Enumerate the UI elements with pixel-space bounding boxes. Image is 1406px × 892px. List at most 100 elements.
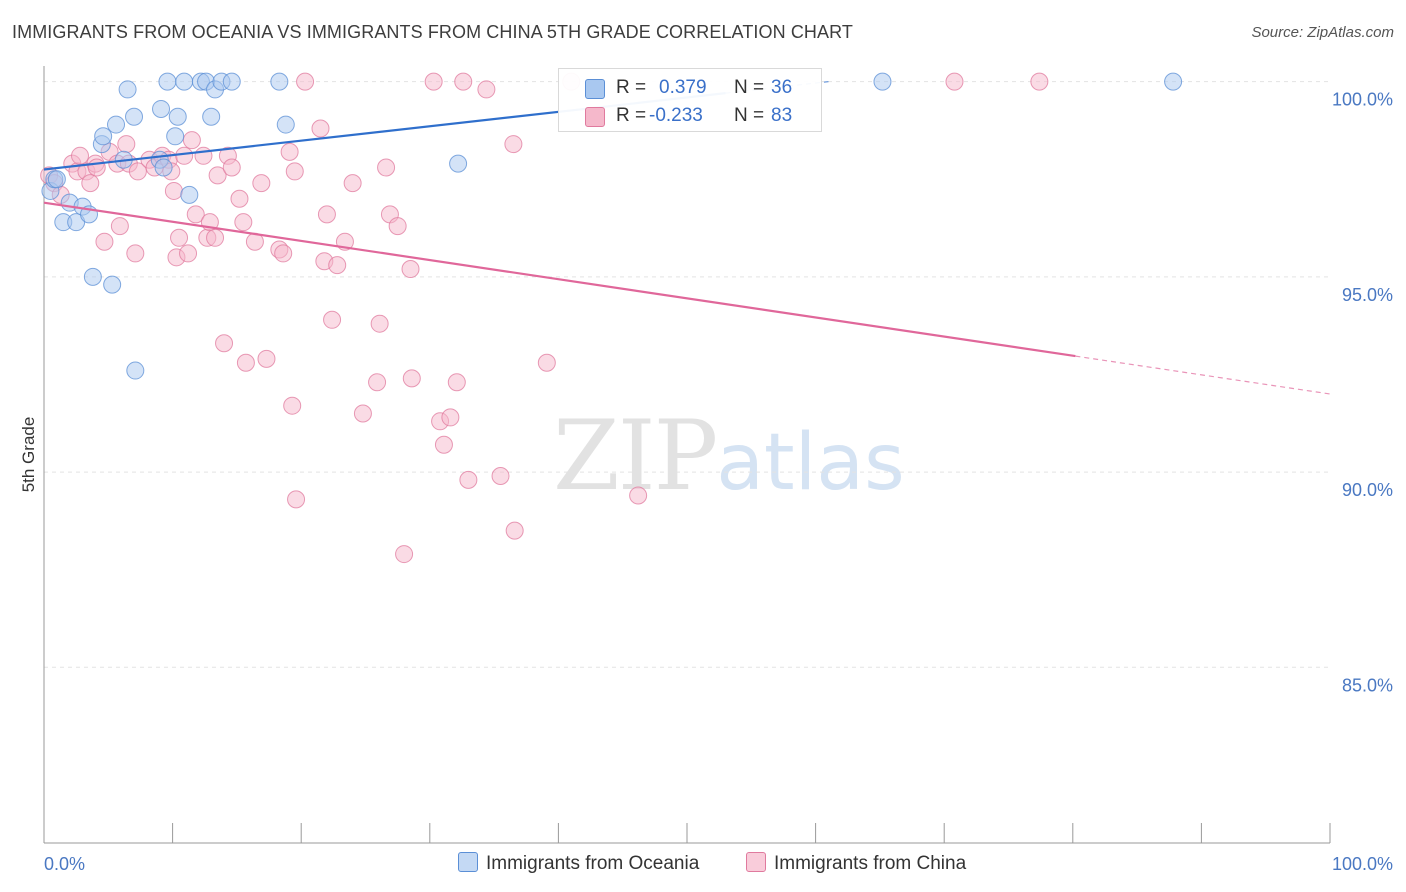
trend-line-china xyxy=(43,201,1076,358)
china-point xyxy=(87,158,106,177)
china-point xyxy=(353,404,372,423)
china-point xyxy=(222,158,241,177)
china-point xyxy=(81,174,100,193)
legend-swatch-china xyxy=(746,852,766,872)
china-point xyxy=(208,166,227,185)
china-point xyxy=(504,135,523,154)
china-point xyxy=(128,162,147,181)
china-point xyxy=(447,373,466,392)
y-tick-label: 90.0% xyxy=(1342,480,1393,500)
axes xyxy=(43,66,1331,844)
correlation-legend: R = 0.379 N = 36 R = -0.233 N = 83 xyxy=(558,68,822,132)
oceania-point xyxy=(449,154,468,173)
x-tick-label: 100.0% xyxy=(1332,854,1393,874)
oceania-point xyxy=(276,115,295,134)
oceania-point xyxy=(1164,72,1183,91)
oceania-point xyxy=(222,72,241,91)
legend-r-value-oceania: 0.379 xyxy=(659,77,707,98)
china-point xyxy=(343,174,362,193)
china-point xyxy=(388,217,407,236)
china-point xyxy=(257,349,276,368)
oceania-point xyxy=(166,127,185,146)
china-point xyxy=(454,72,473,91)
china-point xyxy=(117,135,136,154)
legend-item-china[interactable]: Immigrants from China xyxy=(746,852,966,875)
china-point xyxy=(296,72,315,91)
china-point xyxy=(71,146,90,165)
china-point xyxy=(95,232,114,251)
china-point xyxy=(252,174,271,193)
china-point xyxy=(287,490,306,509)
china-point xyxy=(424,72,443,91)
china-point xyxy=(537,353,556,372)
legend-n-label: N = xyxy=(734,77,765,98)
oceania-point xyxy=(103,275,122,294)
oceania-point xyxy=(175,72,194,91)
china-point xyxy=(491,466,510,485)
china-point xyxy=(234,213,253,232)
watermark-atlas: atlas xyxy=(716,418,905,508)
source-attribution: Source: ZipAtlas.com xyxy=(1251,24,1394,41)
oceania-point xyxy=(158,72,177,91)
china-point xyxy=(186,205,205,224)
china-point xyxy=(441,408,460,427)
tick-labels: 100.0% 95.0% 90.0% 85.0% 0.0% 100.0% 5th Grade xyxy=(19,90,1393,874)
trend-line-extension-china xyxy=(1075,355,1331,395)
china-point xyxy=(280,142,299,161)
oceania-point xyxy=(94,127,113,146)
china-point xyxy=(328,256,347,275)
legend-r-label: R = xyxy=(616,77,647,98)
legend-swatch-china xyxy=(585,107,605,127)
oceania-point xyxy=(873,72,892,91)
oceania-point xyxy=(270,72,289,91)
china-point xyxy=(206,228,225,247)
china-point xyxy=(505,521,524,540)
series-china-points xyxy=(40,72,1049,564)
chart-title: IMMIGRANTS FROM OCEANIA VS IMMIGRANTS FR… xyxy=(12,22,853,42)
china-point xyxy=(215,334,234,353)
china-point xyxy=(945,72,964,91)
x-tick-label: 0.0% xyxy=(44,854,85,874)
oceania-point xyxy=(125,107,144,126)
china-point xyxy=(317,205,336,224)
legend-item-oceania[interactable]: Immigrants from Oceania xyxy=(458,852,699,875)
legend-row-oceania: R = 0.379 N = 36 xyxy=(559,73,821,103)
china-point xyxy=(434,435,453,454)
china-point xyxy=(236,353,255,372)
oceania-point xyxy=(126,361,145,380)
china-point xyxy=(274,244,293,263)
china-point xyxy=(175,146,194,165)
oceania-point xyxy=(180,185,199,204)
china-point xyxy=(459,470,478,489)
oceania-point xyxy=(83,267,102,286)
china-point xyxy=(182,131,201,150)
series-legend: Immigrants from Oceania Immigrants from … xyxy=(0,852,1406,878)
china-point xyxy=(402,369,421,388)
series-oceania-points xyxy=(41,72,1183,380)
china-point xyxy=(230,189,249,208)
china-point xyxy=(164,181,183,200)
oceania-point xyxy=(47,170,66,189)
china-point xyxy=(311,119,330,138)
oceania-point xyxy=(107,115,126,134)
y-tick-label: 85.0% xyxy=(1342,675,1393,695)
china-point xyxy=(323,310,342,329)
legend-row-china: R = -0.233 N = 83 xyxy=(559,101,821,131)
china-point xyxy=(629,486,648,505)
legend-n-value-oceania: 36 xyxy=(771,77,793,98)
china-point xyxy=(170,228,189,247)
china-point xyxy=(395,545,414,564)
china-point xyxy=(401,260,420,279)
china-point xyxy=(370,314,389,333)
y-tick-label: 95.0% xyxy=(1342,285,1393,305)
legend-r-value-china: -0.233 xyxy=(649,105,703,126)
oceania-point xyxy=(152,99,171,118)
china-point xyxy=(285,162,304,181)
legend-r-label: R = xyxy=(616,105,647,126)
china-point xyxy=(179,244,198,263)
oceania-point xyxy=(154,158,173,177)
china-point xyxy=(368,373,387,392)
oceania-point xyxy=(118,80,137,99)
legend-label-oceania: Immigrants from Oceania xyxy=(486,853,700,874)
